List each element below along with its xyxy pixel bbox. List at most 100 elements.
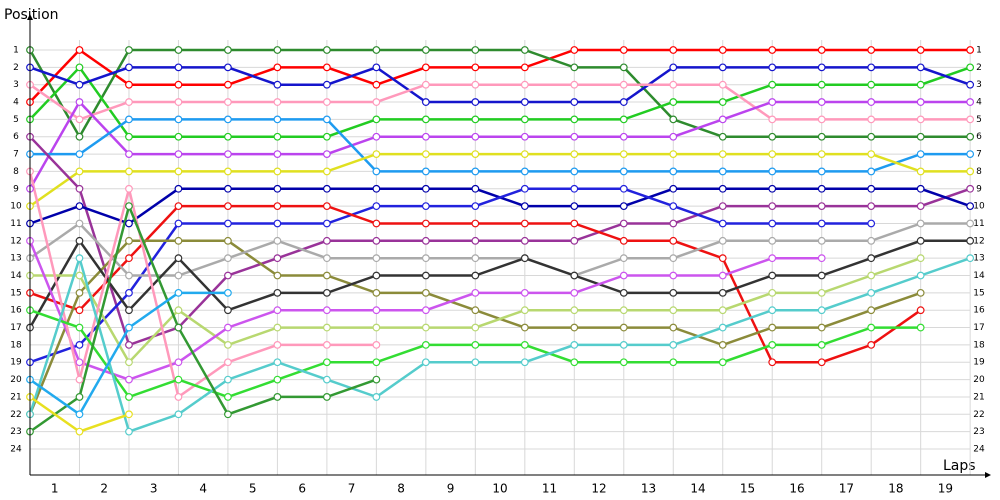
y-tick-label: 11 <box>10 219 21 229</box>
point <box>619 63 628 72</box>
point <box>817 184 826 193</box>
point <box>916 219 925 228</box>
y-tick-label: 15 <box>10 288 21 298</box>
point <box>421 271 430 280</box>
point <box>322 98 331 106</box>
point <box>322 254 331 263</box>
point <box>570 219 579 228</box>
point <box>224 98 232 106</box>
point <box>471 236 480 245</box>
point <box>669 98 678 106</box>
point <box>421 80 430 89</box>
point <box>817 323 826 332</box>
point <box>273 271 282 280</box>
series-line <box>29 152 971 208</box>
y-tick-label: 21 <box>10 392 21 402</box>
y-tick-label: 5 <box>13 115 19 125</box>
point <box>817 80 826 89</box>
point <box>224 63 232 72</box>
point <box>867 271 876 280</box>
point <box>471 184 480 193</box>
point <box>125 306 133 315</box>
point <box>768 341 777 349</box>
point <box>224 271 232 280</box>
point <box>867 341 876 349</box>
point <box>372 306 381 315</box>
point <box>966 167 975 176</box>
point <box>322 115 331 124</box>
y-tick-label-right: 18 <box>973 340 985 350</box>
point <box>372 323 381 332</box>
point <box>867 306 876 315</box>
point <box>273 341 282 349</box>
point <box>718 219 727 228</box>
point <box>421 150 430 158</box>
point <box>174 132 183 141</box>
x-tick-label: 18 <box>888 482 903 496</box>
point <box>125 132 133 141</box>
point <box>718 46 727 54</box>
point <box>520 236 529 245</box>
point <box>125 410 133 419</box>
point <box>867 167 876 176</box>
point <box>322 375 331 384</box>
point <box>966 219 975 228</box>
point <box>322 271 331 280</box>
point <box>174 254 183 263</box>
point <box>619 132 628 141</box>
point <box>966 46 975 54</box>
point <box>372 80 381 89</box>
point <box>570 167 579 176</box>
point <box>867 132 876 141</box>
point <box>322 132 331 141</box>
point <box>75 410 84 419</box>
point <box>273 132 282 141</box>
point <box>718 358 727 367</box>
point <box>718 288 727 297</box>
point <box>570 98 579 106</box>
point <box>421 98 430 106</box>
point <box>273 63 282 72</box>
point <box>174 271 183 280</box>
point <box>669 167 678 176</box>
point <box>669 323 678 332</box>
point <box>669 288 678 297</box>
point <box>966 98 975 106</box>
y-tick-label-right: 13 <box>973 254 984 264</box>
series-line <box>28 48 971 140</box>
point <box>322 306 331 315</box>
point <box>718 236 727 245</box>
point <box>75 219 84 228</box>
point <box>273 202 282 211</box>
point <box>421 341 430 349</box>
point <box>916 202 925 211</box>
point <box>570 184 579 193</box>
point <box>174 375 183 384</box>
point <box>570 63 579 72</box>
point <box>421 63 430 72</box>
point <box>867 288 876 297</box>
point <box>125 46 133 54</box>
point <box>768 306 777 315</box>
point <box>174 63 183 72</box>
series-line <box>30 118 971 173</box>
point <box>619 306 628 315</box>
y-tick-label-right: 1 <box>976 46 982 56</box>
point <box>224 393 232 401</box>
point <box>224 219 232 228</box>
point <box>273 236 282 245</box>
point <box>718 341 727 349</box>
point <box>322 323 331 332</box>
point <box>322 150 331 158</box>
point <box>966 115 975 124</box>
point <box>619 202 628 211</box>
point <box>718 115 727 124</box>
point <box>768 80 777 89</box>
point <box>224 375 232 384</box>
point <box>570 132 579 141</box>
point <box>125 98 133 106</box>
point <box>224 341 232 349</box>
point <box>768 167 777 176</box>
point <box>867 323 876 332</box>
point <box>224 306 232 315</box>
